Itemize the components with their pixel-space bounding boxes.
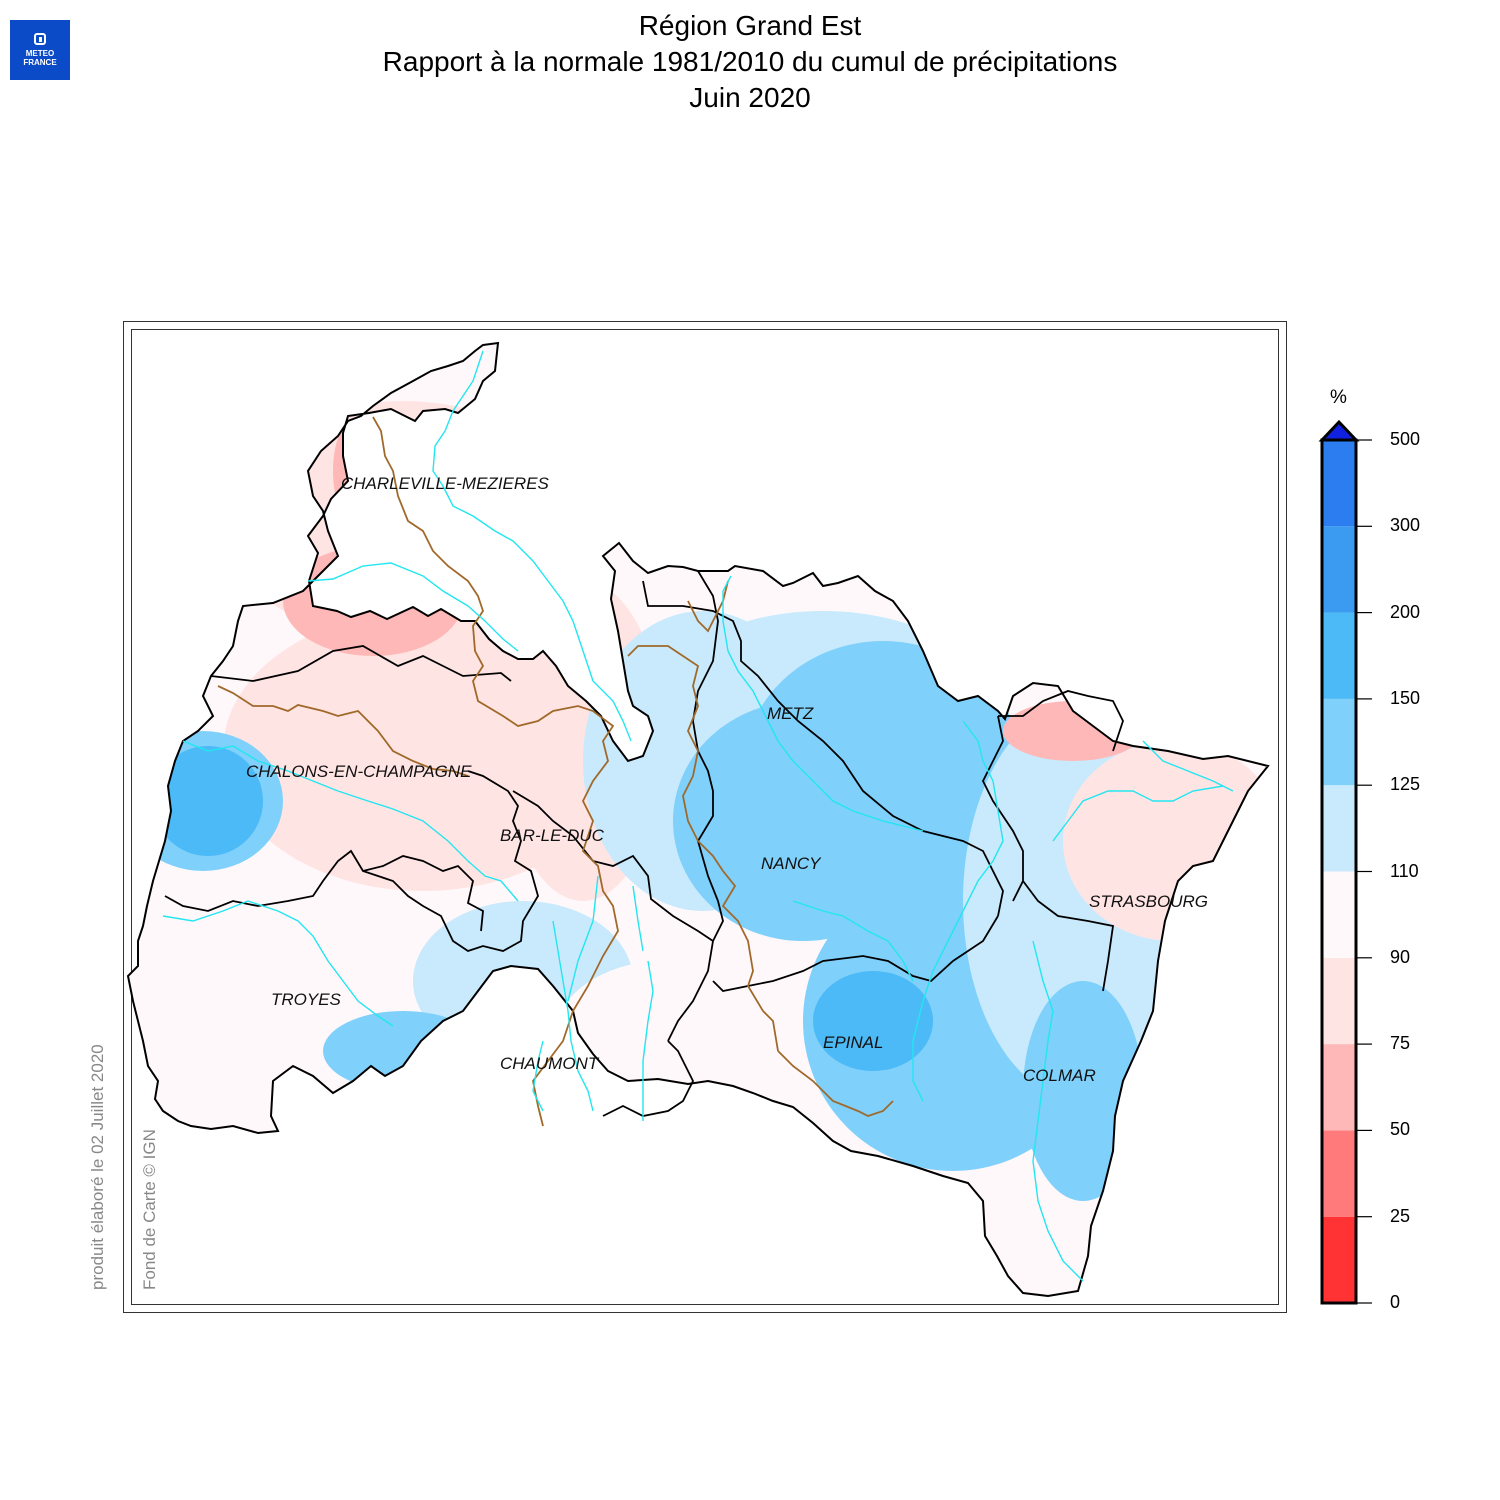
legend-unit: %	[1330, 387, 1347, 408]
basemap-credit: Fond de Carte © IGN	[140, 1129, 159, 1290]
title-line-3: Juin 2020	[689, 82, 811, 113]
legend-tick-label: 200	[1390, 601, 1421, 622]
city-label-bar-le-duc: BAR-LE-DUC	[500, 826, 605, 845]
legend-tick-label: 500	[1390, 429, 1421, 449]
legend-band	[1322, 785, 1356, 872]
legend-band	[1322, 698, 1356, 786]
legend-band	[1322, 871, 1356, 958]
legend-band	[1322, 1216, 1356, 1303]
city-label-charleville-mezieres: CHARLEVILLE-MEZIERES	[341, 474, 549, 493]
precipitation-ratio-field	[128, 343, 1268, 1296]
city-label-metz: METZ	[767, 704, 814, 723]
legend-band	[1322, 612, 1356, 699]
legend-tick-label: 90	[1390, 946, 1411, 967]
rivers	[162, 350, 1234, 1282]
basin-borders	[217, 416, 894, 1127]
city-label-epinal: EPINAL	[823, 1033, 883, 1052]
legend-band	[1322, 1044, 1356, 1131]
production-date-credit: produit élaboré le 02 Juillet 2020	[88, 1044, 107, 1290]
legend-tick-label: 50	[1390, 1119, 1411, 1140]
logo-line2: FRANCE	[23, 58, 57, 67]
city-label-troyes: TROYES	[271, 990, 342, 1009]
logo-icon	[34, 33, 46, 45]
frame-inner	[131, 329, 1279, 1305]
legend-band	[1322, 440, 1356, 527]
title-line-1: Région Grand Est	[638, 10, 862, 41]
map-panel: CHARLEVILLE-MEZIERES METZ CHALONS-EN-CHAMP…	[123, 321, 1287, 1313]
city-labels: CHARLEVILLE-MEZIERES METZ CHALONS-EN-CHAMP…	[246, 474, 1208, 1085]
logo-line1: METEO	[25, 49, 55, 58]
title-line-2: Rapport à la normale 1981/2010 du cumul …	[382, 46, 1118, 77]
city-label-colmar: COLMAR	[1023, 1066, 1096, 1085]
legend-tick-label: 110	[1390, 860, 1419, 881]
frame-outer	[123, 321, 1287, 1313]
map-title: Région Grand Est Rapport à la normale 19…	[0, 8, 1500, 116]
legend-band	[1322, 957, 1356, 1045]
color-legend	[1318, 419, 1372, 1305]
legend-tick-label: 150	[1390, 687, 1421, 708]
department-borders	[164, 570, 1124, 1117]
city-label-strasbourg: STRASBOURG	[1089, 892, 1208, 911]
legend-overflow-arrow	[1318, 419, 1360, 442]
legend-band	[1322, 526, 1356, 613]
legend-tick-label: 25	[1390, 1205, 1411, 1226]
legend-band	[1322, 1130, 1356, 1217]
city-label-chalons-en-champagne: CHALONS-EN-CHAMPAGNE	[246, 762, 472, 781]
legend-tick-label: 0	[1390, 1292, 1401, 1312]
legend-tick-label: 300	[1390, 515, 1421, 536]
meteo-france-logo: METEO FRANCE	[10, 20, 70, 80]
legend-tick-label: 75	[1390, 1033, 1411, 1054]
city-label-nancy: NANCY	[761, 854, 822, 873]
legend-tick-label: 125	[1390, 774, 1421, 795]
city-label-chaumont: CHAUMONT	[500, 1054, 600, 1073]
